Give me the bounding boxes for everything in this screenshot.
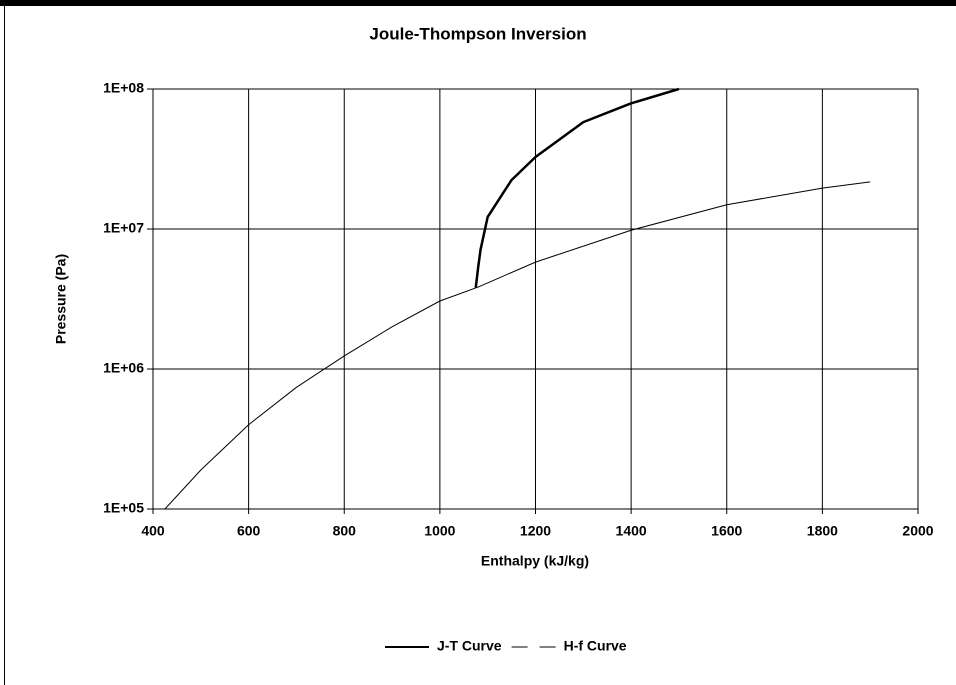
x-tick-label: 1200 [520,523,551,539]
x-tick-label: 1600 [711,523,742,539]
y-tick-label: 1E+07 [103,220,144,236]
y-tick-label: 1E+08 [103,80,144,96]
x-tick-label: 800 [333,523,357,539]
x-axis-label: Enthalpy (kJ/kg) [481,553,589,569]
x-tick-label: 2000 [902,523,933,539]
x-tick-label: 400 [141,523,165,539]
series-line [164,181,871,510]
x-tick-label: 1400 [616,523,647,539]
y-tick-label: 1E+05 [103,500,144,516]
top-border [0,0,956,6]
y-axis-label: Pressure (Pa) [53,254,69,344]
x-tick-label: 600 [237,523,261,539]
legend-label: H-f Curve [564,638,627,654]
y-tick-label: 1E+06 [103,360,144,376]
legend-label: J-T Curve [437,638,502,654]
x-tick-label: 1000 [424,523,455,539]
plot-frame [152,88,919,510]
x-tick-label: 1800 [807,523,838,539]
series-line [474,87,680,288]
chart-title: Joule-Thompson Inversion [369,24,586,43]
